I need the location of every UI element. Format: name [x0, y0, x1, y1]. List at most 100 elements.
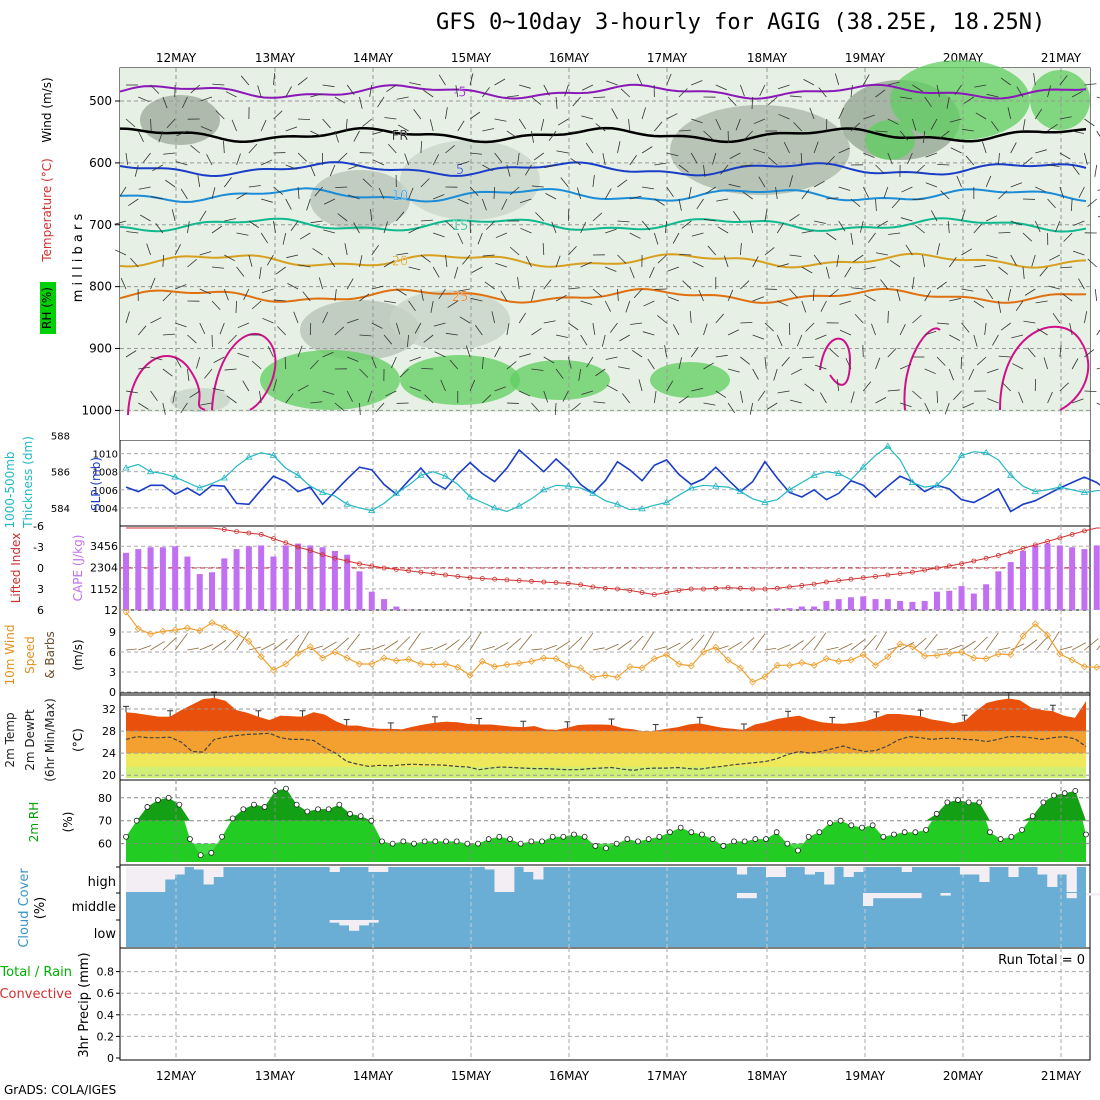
- cloud-bar-high: [484, 867, 495, 870]
- wind-barb: [961, 322, 970, 333]
- cape-bar: [381, 599, 388, 610]
- rh-marker: [667, 829, 673, 836]
- wind-barb: [922, 255, 926, 268]
- wind-speed-marker: [687, 662, 695, 670]
- wind-barb: [251, 360, 262, 370]
- cape-bar: [258, 545, 265, 610]
- wind-barb: [134, 164, 139, 177]
- wind-barb: [924, 368, 936, 375]
- precip-tick-label: 0: [107, 1052, 114, 1065]
- wind-barb: [691, 232, 704, 237]
- cloud-bar-low: [329, 920, 340, 923]
- wind-barb: [809, 107, 815, 120]
- isotherm-label: 5: [456, 163, 464, 178]
- li-marker: [320, 552, 326, 558]
- wind-barb-10m: [236, 632, 249, 651]
- wind-barb: [642, 331, 655, 336]
- wind-barb: [580, 334, 588, 346]
- rh-shade-blob: [390, 290, 510, 350]
- cape-bar: [221, 558, 228, 610]
- wind-barb: [197, 175, 201, 188]
- wind-speed-marker: [884, 653, 892, 661]
- wind-barb: [924, 330, 937, 336]
- wind-barb: [1047, 391, 1053, 404]
- wind-barb: [329, 164, 336, 177]
- rh-shade-blob: [670, 105, 850, 195]
- wind-barb: [1072, 250, 1085, 256]
- li-marker: [651, 592, 657, 597]
- wind-barb: [576, 187, 582, 200]
- wind-barb: [690, 347, 699, 358]
- wind-speed-marker: [294, 649, 302, 657]
- wind-speed-marker: [134, 625, 142, 633]
- wind-barb: [820, 300, 827, 312]
- wind-barb-10m: [482, 645, 495, 651]
- wind-barb: [678, 357, 683, 370]
- wind-barb-10m: [1059, 646, 1073, 651]
- wind-barb: [850, 198, 861, 208]
- temp-area-upper: [126, 698, 1086, 732]
- cape-bar: [393, 606, 400, 610]
- li-tick-label: 0: [37, 562, 44, 575]
- wind-barb: [500, 290, 508, 302]
- thickness-marker: [441, 472, 450, 479]
- wind-speed-marker: [822, 655, 830, 663]
- cape-bar: [356, 571, 363, 610]
- wind-barb: [413, 109, 422, 120]
- wind-barb: [509, 186, 520, 196]
- wind-barb: [998, 231, 1011, 234]
- rh-marker: [176, 801, 183, 808]
- wind-barb: [175, 322, 187, 328]
- rh-tick-label: 60: [98, 838, 112, 851]
- cloud-bar-middle: [1086, 893, 1097, 896]
- wind-barb-10m: [752, 633, 766, 651]
- wind-barb: [766, 402, 778, 410]
- wind-barb: [359, 96, 363, 109]
- wind-barb: [211, 187, 216, 200]
- wind-barb: [1096, 367, 1100, 370]
- li-marker: [725, 585, 731, 590]
- cape-bar: [1019, 550, 1026, 610]
- temp-tick-label: 32: [102, 703, 116, 716]
- wind-barb: [455, 85, 459, 98]
- wind-barb: [125, 118, 136, 128]
- wind-barb: [248, 254, 253, 267]
- wind-barb: [462, 254, 471, 265]
- ylabel-2m-temp: 2m Temp: [3, 712, 17, 767]
- wind-barb: [940, 190, 950, 200]
- wind-barb: [580, 261, 592, 268]
- wind-barb: [667, 296, 680, 302]
- wind-barb: [378, 187, 385, 200]
- wind-barb: [223, 288, 229, 301]
- wind-barb: [383, 260, 395, 268]
- wind-barb: [1071, 358, 1079, 370]
- wind-barb: [1035, 300, 1048, 304]
- wind-speed-marker: [552, 655, 560, 663]
- li-marker: [553, 580, 559, 586]
- ylabel-wind-unit: (m/s): [71, 639, 85, 670]
- wind-barb: [859, 220, 864, 233]
- cloud-bar-high: [969, 867, 980, 875]
- cloud-bar-high: [1056, 867, 1068, 875]
- wind-barb: [150, 317, 162, 324]
- wind-barb: [1094, 289, 1098, 302]
- wind-barb: [347, 356, 359, 362]
- wind-speed-marker: [871, 661, 880, 669]
- wind-barb: [458, 288, 471, 292]
- ylabel-rh: RH (%): [40, 287, 54, 329]
- ylabel-lifted-index: Lifted Index: [9, 533, 23, 604]
- wind-barb: [973, 300, 985, 308]
- wind-barb: [641, 220, 651, 231]
- ylabel-minmax: (6hr Min/Max): [43, 698, 57, 782]
- date-label-bottom: 13MAY: [255, 1069, 296, 1083]
- wind-barb: [259, 266, 262, 279]
- wind-barb: [899, 324, 906, 336]
- wind-barb: [555, 368, 564, 379]
- wind-barb: [334, 130, 339, 143]
- wind-barb: [888, 232, 901, 235]
- wind-speed-marker: [798, 659, 806, 667]
- wind-barb: [206, 154, 213, 166]
- wind-barb: [698, 289, 704, 302]
- date-label-bottom: 18MAY: [747, 1069, 788, 1083]
- thickness-marker: [466, 493, 474, 500]
